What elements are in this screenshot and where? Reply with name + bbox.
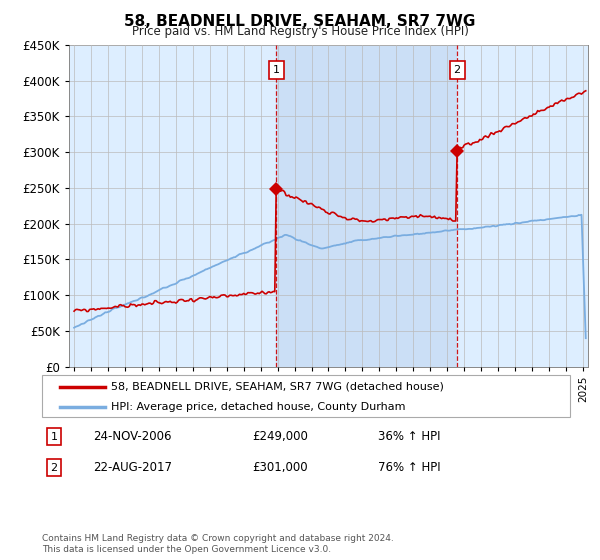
Text: HPI: Average price, detached house, County Durham: HPI: Average price, detached house, Coun… — [111, 402, 406, 412]
Text: 1: 1 — [50, 432, 58, 442]
Text: 58, BEADNELL DRIVE, SEAHAM, SR7 7WG: 58, BEADNELL DRIVE, SEAHAM, SR7 7WG — [124, 14, 476, 29]
Text: 2: 2 — [50, 463, 58, 473]
Text: 58, BEADNELL DRIVE, SEAHAM, SR7 7WG (detached house): 58, BEADNELL DRIVE, SEAHAM, SR7 7WG (det… — [111, 382, 444, 392]
Text: £301,000: £301,000 — [252, 461, 308, 474]
Text: 2: 2 — [454, 65, 461, 75]
Text: £249,000: £249,000 — [252, 430, 308, 444]
Text: 24-NOV-2006: 24-NOV-2006 — [93, 430, 172, 444]
Text: Price paid vs. HM Land Registry's House Price Index (HPI): Price paid vs. HM Land Registry's House … — [131, 25, 469, 38]
Text: 1: 1 — [273, 65, 280, 75]
Bar — [276, 45, 457, 367]
Text: 22-AUG-2017: 22-AUG-2017 — [93, 461, 172, 474]
Text: Contains HM Land Registry data © Crown copyright and database right 2024.
This d: Contains HM Land Registry data © Crown c… — [42, 534, 394, 554]
Text: 36% ↑ HPI: 36% ↑ HPI — [378, 430, 440, 444]
Text: 76% ↑ HPI: 76% ↑ HPI — [378, 461, 440, 474]
